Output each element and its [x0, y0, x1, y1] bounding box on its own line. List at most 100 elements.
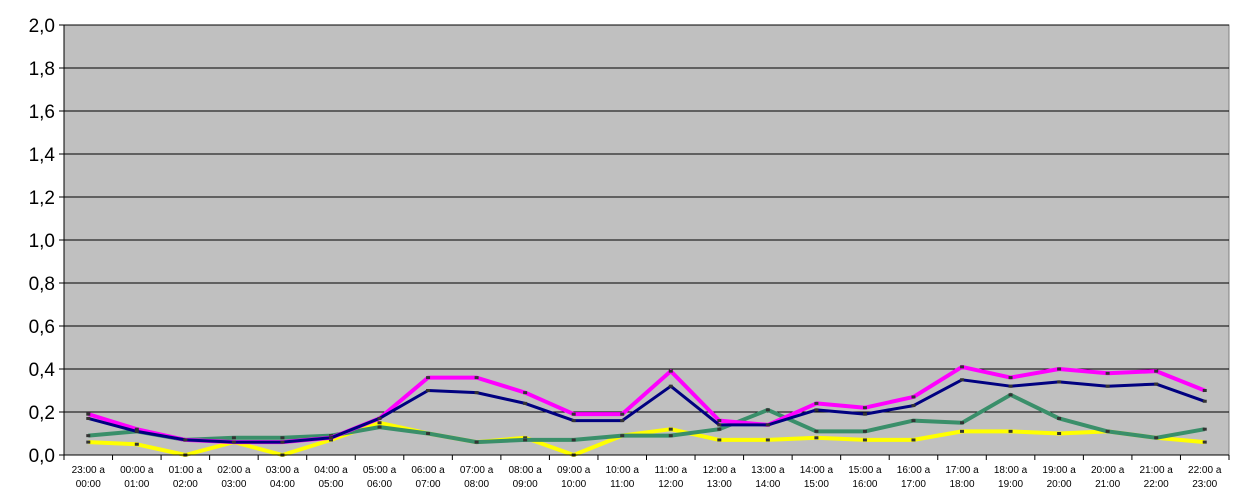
- y-tick-label: 0,2: [29, 403, 55, 424]
- x-tick-label: 10:00 a 11:00: [606, 465, 640, 490]
- x-tick-label: 23:00 a 00:00: [72, 465, 106, 490]
- data-point: [86, 440, 91, 444]
- data-point: [426, 432, 431, 435]
- x-axis-ticks: 23:00 a 00:00 00:00 a 01:00 01:00 a 02:00 02:0…: [63, 455, 1230, 490]
- y-tick-label: 1,6: [29, 102, 55, 123]
- data-point: [328, 438, 333, 442]
- x-tick-label: 22:00 a 23:00: [1188, 465, 1222, 490]
- data-point: [523, 401, 528, 405]
- data-point: [134, 429, 139, 433]
- series-line-4: [87, 378, 1206, 444]
- x-tick-label: 08:00 a 09:00: [508, 465, 542, 490]
- data-point: [814, 408, 819, 412]
- data-point: [1202, 399, 1207, 403]
- data-point: [814, 429, 819, 433]
- y-tick-label: 1,2: [29, 188, 55, 209]
- data-point: [231, 440, 236, 444]
- data-point: [814, 401, 819, 405]
- x-tick-label: 01:00 a 02:00: [169, 465, 203, 490]
- data-point: [474, 391, 479, 395]
- x-tick-label: 20:00 a 21:00: [1091, 465, 1125, 490]
- data-point: [960, 421, 965, 425]
- data-point: [1154, 369, 1159, 373]
- data-point: [814, 436, 819, 440]
- data-point: [571, 412, 576, 416]
- x-tick-label: 09:00 a 10:00: [557, 465, 591, 490]
- data-point: [717, 438, 722, 442]
- y-tick-label: 0,8: [29, 274, 55, 295]
- data-point: [1202, 440, 1207, 444]
- series-line-2: [88, 392, 1206, 445]
- y-tick-label: 0,0: [29, 446, 55, 467]
- data-point: [1008, 429, 1013, 433]
- data-point: [862, 429, 867, 433]
- data-point: [1105, 429, 1110, 433]
- x-tick-label: 17:00 a 18:00: [945, 465, 979, 490]
- x-tick-label: 07:00 a 08:00: [460, 465, 494, 490]
- x-tick-label: 02:00 a 03:00: [217, 465, 251, 490]
- data-point: [1057, 380, 1062, 384]
- data-point: [86, 434, 91, 438]
- data-point: [523, 438, 528, 442]
- data-point: [862, 412, 867, 416]
- data-point: [1154, 436, 1159, 440]
- data-point: [474, 376, 479, 380]
- x-tick-label: 04:00 a 05:00: [314, 465, 348, 490]
- gridlines: [64, 24, 1229, 413]
- data-point: [1154, 382, 1159, 386]
- x-tick-label: 06:00 a 07:00: [411, 465, 445, 490]
- data-point: [328, 434, 333, 438]
- data-point: [911, 404, 916, 408]
- x-tick-label: 05:00 a 06:00: [363, 465, 397, 490]
- data-point: [862, 438, 867, 442]
- y-tick-label: 1,4: [29, 145, 56, 166]
- data-point: [86, 416, 91, 420]
- data-point: [668, 434, 673, 438]
- data-point: [426, 389, 431, 392]
- data-point: [1057, 416, 1062, 420]
- data-point: [134, 427, 139, 431]
- data-point: [1057, 432, 1062, 435]
- data-point: [717, 427, 722, 431]
- series-lines: [86, 364, 1207, 457]
- y-tick-label: 0,4: [29, 360, 56, 381]
- x-tick-label: 11:00 a 12:00: [654, 465, 687, 490]
- data-point: [474, 440, 479, 444]
- data-point: [668, 369, 673, 373]
- data-point: [668, 384, 673, 388]
- y-axis-ticks: 0,0 0,2 0,4 0,6 0,8 1,0 1,2 1,4 1,6 1,8 2,0: [29, 16, 64, 467]
- data-point: [620, 419, 625, 423]
- x-tick-label: 00:00 a 01:00: [120, 465, 154, 490]
- data-point: [717, 423, 722, 427]
- y-tick-label: 1,0: [29, 231, 55, 252]
- data-point: [765, 438, 770, 442]
- data-point: [571, 419, 576, 423]
- y-tick-label: 1,8: [29, 59, 55, 80]
- x-tick-label: 19:00 a 20:00: [1042, 465, 1076, 490]
- data-point: [1105, 371, 1110, 375]
- data-point: [960, 365, 965, 369]
- data-point: [280, 436, 285, 440]
- series-line-1: [88, 420, 1205, 457]
- x-tick-label: 12:00 a 13:00: [703, 465, 737, 490]
- data-point: [1008, 393, 1013, 397]
- x-tick-label: 15:00 a 16:00: [848, 465, 882, 490]
- data-point: [862, 406, 867, 410]
- data-point: [86, 412, 91, 416]
- data-point: [523, 436, 528, 440]
- data-point: [620, 434, 625, 438]
- data-point: [231, 436, 236, 440]
- data-point: [765, 408, 770, 412]
- x-tick-label: 16:00 a 17:00: [897, 465, 931, 490]
- x-tick-label: 13:00 a 14:00: [751, 465, 785, 490]
- data-point: [911, 395, 916, 399]
- data-point: [911, 419, 916, 423]
- data-point: [960, 429, 965, 433]
- data-point: [183, 438, 188, 442]
- data-point: [1105, 384, 1110, 388]
- data-point: [765, 423, 770, 427]
- data-point: [377, 421, 382, 425]
- y-tick-label: 0,6: [29, 317, 55, 338]
- data-point: [1008, 376, 1013, 380]
- data-point: [1057, 367, 1062, 371]
